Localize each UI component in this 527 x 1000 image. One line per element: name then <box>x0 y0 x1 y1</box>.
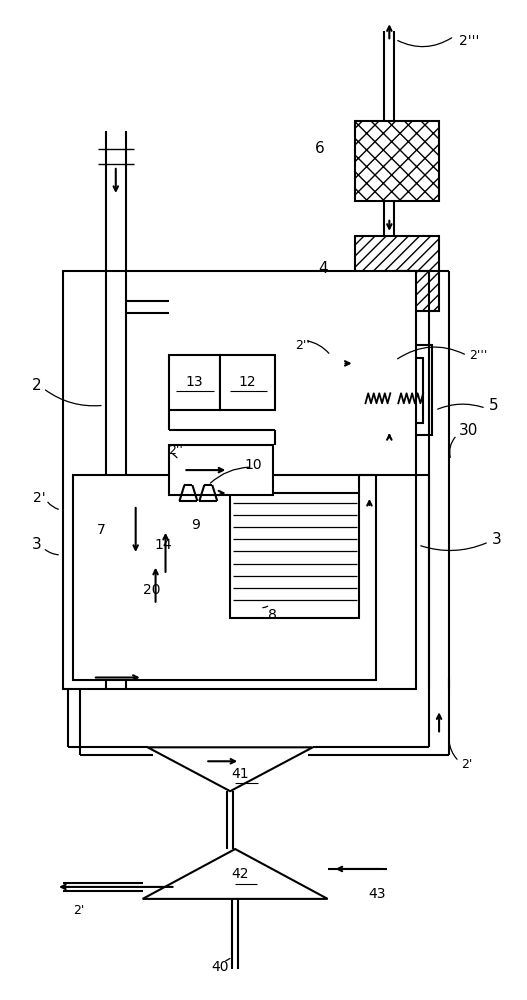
Text: 2'': 2'' <box>168 444 183 457</box>
Text: 9: 9 <box>191 518 200 532</box>
Text: 12: 12 <box>238 375 256 389</box>
Bar <box>220 355 275 410</box>
Bar <box>355 236 439 311</box>
Bar <box>353 345 432 435</box>
Bar <box>63 271 416 689</box>
Bar <box>355 121 439 201</box>
Bar <box>362 358 423 423</box>
Text: 3: 3 <box>492 532 502 547</box>
Text: 7: 7 <box>97 523 106 537</box>
Text: 2': 2' <box>461 758 472 771</box>
Text: 20: 20 <box>143 583 161 597</box>
Text: 42: 42 <box>231 867 249 881</box>
Text: 2''': 2''' <box>469 349 487 362</box>
Text: 2': 2' <box>73 904 85 917</box>
Text: 6: 6 <box>315 141 325 156</box>
Bar <box>169 445 273 495</box>
Text: 2: 2 <box>32 378 41 393</box>
Text: 41: 41 <box>231 767 249 781</box>
Text: 2': 2' <box>33 491 45 505</box>
Text: 43: 43 <box>369 887 386 901</box>
Text: 2''': 2''' <box>459 34 480 48</box>
Text: 4: 4 <box>318 261 328 276</box>
Text: 10: 10 <box>244 458 262 472</box>
Text: 3: 3 <box>31 537 41 552</box>
Text: 8: 8 <box>268 608 276 622</box>
Bar <box>230 493 359 618</box>
Bar <box>169 355 220 410</box>
Bar <box>73 475 376 680</box>
Text: 40: 40 <box>211 960 229 974</box>
Text: 13: 13 <box>186 375 203 389</box>
Text: 2'': 2'' <box>295 339 310 352</box>
Text: 30: 30 <box>459 423 479 438</box>
Text: 5: 5 <box>489 398 499 413</box>
Text: 14: 14 <box>155 538 172 552</box>
